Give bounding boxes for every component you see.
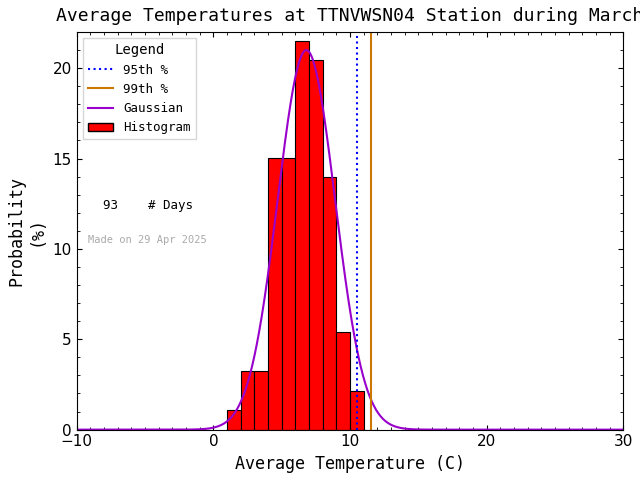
Bar (241, 371, 255, 430)
Bar (296, 41, 309, 430)
Text: Made on 29 Apr 2025: Made on 29 Apr 2025 (88, 235, 207, 245)
Bar (255, 371, 268, 430)
Y-axis label: Probability
(%): Probability (%) (7, 176, 45, 286)
Bar (350, 391, 364, 430)
Bar (323, 177, 337, 430)
Bar (337, 333, 350, 430)
Title: Average Temperatures at TTNVWSN04 Station during March: Average Temperatures at TTNVWSN04 Statio… (56, 7, 640, 25)
Bar (268, 157, 282, 430)
Bar (309, 60, 323, 430)
Bar (282, 157, 296, 430)
Text: 93    # Days: 93 # Days (88, 199, 193, 212)
Bar (227, 410, 241, 430)
Legend: 95th %, 99th %, Gaussian, Histogram: 95th %, 99th %, Gaussian, Histogram (83, 38, 196, 139)
X-axis label: Average Temperature (C): Average Temperature (C) (235, 455, 465, 473)
